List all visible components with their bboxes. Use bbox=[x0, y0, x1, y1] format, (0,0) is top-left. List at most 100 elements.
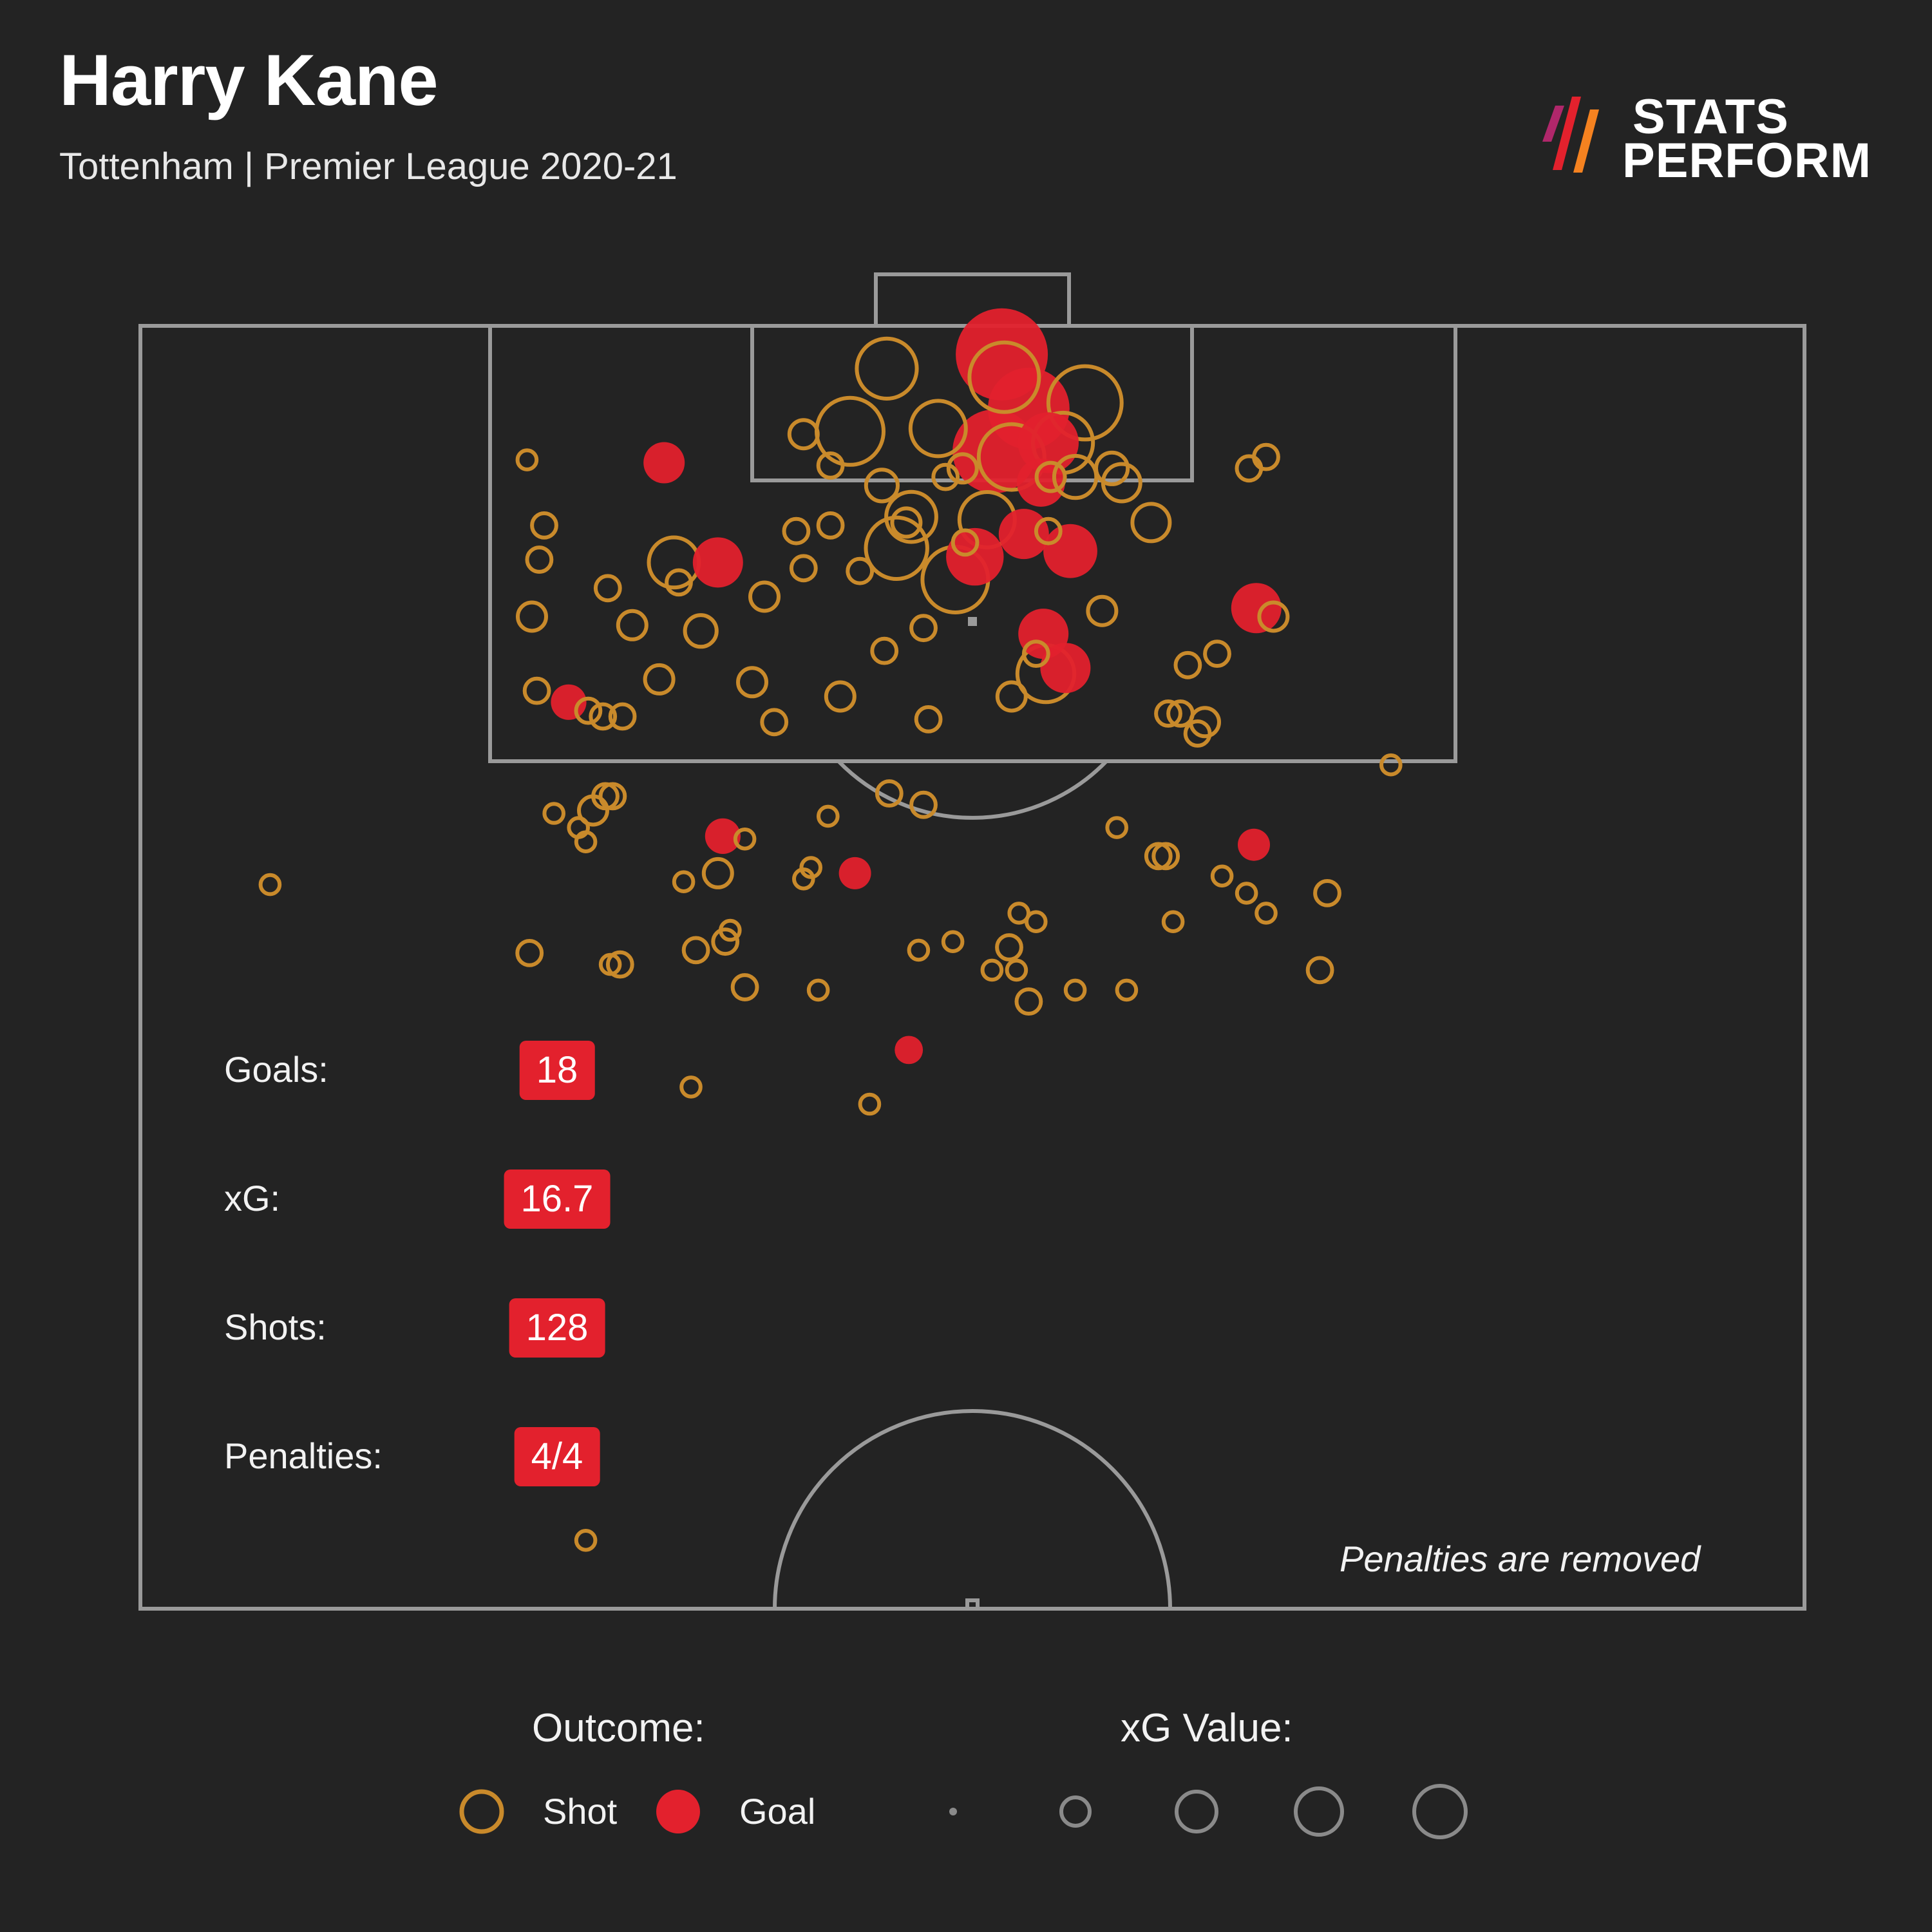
player-name-title: Harry Kane bbox=[59, 40, 439, 120]
shot-marker bbox=[515, 448, 539, 471]
shot-marker bbox=[864, 468, 900, 504]
shot-marker bbox=[914, 705, 943, 734]
shot-marker bbox=[1025, 910, 1048, 933]
shot-marker bbox=[1034, 460, 1067, 493]
shot-marker bbox=[1034, 516, 1063, 545]
shot-marker bbox=[1235, 882, 1258, 905]
shot-marker bbox=[593, 574, 622, 603]
shot-marker bbox=[870, 636, 899, 665]
legend-outcome-title: Outcome: bbox=[532, 1706, 705, 1750]
shot-marker bbox=[995, 933, 1023, 961]
shot-marker bbox=[824, 680, 857, 713]
shot-marker bbox=[616, 609, 649, 641]
legend-xg-title: xG Value: bbox=[1121, 1706, 1293, 1750]
goal-marker bbox=[1043, 524, 1097, 578]
shot-marker bbox=[574, 830, 598, 853]
shot-marker bbox=[1014, 987, 1043, 1016]
shot-marker bbox=[683, 613, 719, 649]
shot-marker bbox=[258, 873, 282, 896]
logo-word-line2: PERFORM bbox=[1622, 133, 1871, 188]
shot-marker bbox=[884, 489, 938, 544]
shot-marker bbox=[789, 554, 818, 583]
xg-legend-marker bbox=[1294, 1786, 1344, 1837]
goal-marker bbox=[692, 537, 743, 588]
shot-marker bbox=[817, 804, 840, 828]
shot-marker bbox=[748, 580, 781, 613]
legend-shot-marker bbox=[459, 1789, 504, 1834]
legend-shot-label: Shot bbox=[543, 1791, 618, 1832]
shots-layer bbox=[258, 308, 1403, 1552]
shot-marker bbox=[1255, 902, 1278, 925]
shot-marker bbox=[760, 708, 789, 737]
shot-marker bbox=[574, 696, 603, 725]
centre-circle-arc bbox=[773, 1409, 1172, 1609]
shot-marker bbox=[816, 511, 845, 540]
shot-marker bbox=[941, 930, 965, 953]
shot-marker bbox=[522, 676, 551, 705]
goal-marker bbox=[895, 1036, 923, 1065]
xg-legend-marker bbox=[1175, 1790, 1218, 1833]
xg-size-legend bbox=[949, 1784, 1468, 1839]
xg-legend-marker bbox=[949, 1808, 957, 1815]
shot-marker bbox=[908, 399, 968, 459]
shot-marker bbox=[1063, 978, 1087, 1002]
goal-marker bbox=[946, 527, 1004, 586]
shot-marker bbox=[516, 600, 548, 633]
shot-marker bbox=[967, 340, 1041, 414]
legend-goal-marker bbox=[656, 1790, 700, 1833]
shot-marker bbox=[719, 918, 742, 942]
goal-marker bbox=[998, 509, 1049, 560]
penalty-arc bbox=[837, 759, 1108, 820]
shot-marker bbox=[1094, 450, 1130, 486]
shot-marker bbox=[730, 973, 759, 1001]
shot-marker bbox=[1130, 502, 1172, 544]
shot-marker bbox=[806, 978, 830, 1002]
shot-marker bbox=[701, 857, 734, 889]
stat-label: xG: bbox=[224, 1178, 281, 1218]
shot-marker bbox=[1379, 753, 1403, 777]
goal-marker bbox=[838, 857, 871, 889]
shot-marker bbox=[542, 802, 566, 825]
shot-marker bbox=[1252, 442, 1280, 471]
shot-marker bbox=[1210, 864, 1234, 888]
shot-marker bbox=[605, 950, 634, 979]
stat-value-badge: 4/4 bbox=[514, 1427, 600, 1486]
shot-marker bbox=[980, 958, 1004, 982]
shot-marker bbox=[1305, 956, 1334, 985]
shot-marker bbox=[890, 506, 923, 539]
xg-legend-marker bbox=[1412, 1784, 1468, 1839]
shot-marker bbox=[931, 462, 960, 491]
shot-marker bbox=[792, 867, 815, 891]
stats-perform-logo: STATS PERFORM bbox=[1542, 90, 1877, 185]
shot-marker bbox=[679, 1075, 703, 1099]
shot-marker bbox=[733, 828, 757, 851]
shot-marker bbox=[1235, 454, 1264, 483]
shot-marker bbox=[907, 938, 931, 962]
shot-marker bbox=[858, 1092, 882, 1116]
shot-marker bbox=[1021, 639, 1050, 668]
shot-marker bbox=[875, 779, 904, 808]
shot-marker bbox=[782, 516, 811, 545]
stat-value-badge: 128 bbox=[509, 1298, 605, 1358]
stat-value-badge: 18 bbox=[519, 1041, 595, 1100]
team-season-subtitle: Tottenham | Premier League 2020-21 bbox=[59, 146, 677, 187]
shot-marker bbox=[909, 614, 938, 643]
xg-legend-marker bbox=[1059, 1795, 1092, 1828]
shot-marker bbox=[1144, 842, 1173, 871]
shot-marker bbox=[1183, 719, 1212, 748]
legend-goal-label: Goal bbox=[739, 1791, 816, 1832]
shot-marker bbox=[995, 680, 1028, 713]
shot-marker bbox=[574, 1529, 598, 1552]
shot-marker bbox=[1115, 978, 1139, 1002]
shot-marker bbox=[846, 556, 875, 585]
shot-marker bbox=[591, 782, 620, 811]
shot-marker bbox=[1154, 699, 1182, 728]
shot-marker bbox=[665, 568, 693, 597]
goal-marker bbox=[705, 818, 741, 854]
shot-marker bbox=[864, 515, 929, 581]
stat-value-badge: 16.7 bbox=[504, 1170, 611, 1229]
shot-marker bbox=[1203, 639, 1231, 668]
shot-marker bbox=[681, 936, 710, 965]
shot-marker bbox=[608, 702, 637, 731]
